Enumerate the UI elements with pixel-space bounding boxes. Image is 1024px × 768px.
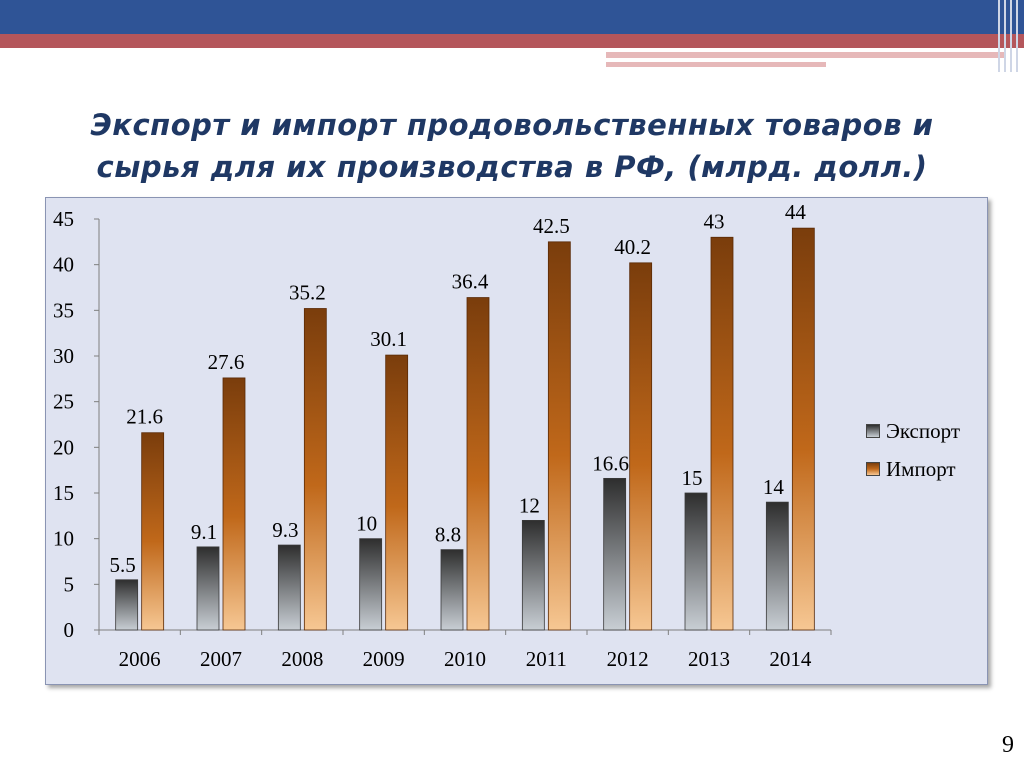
page-number: 9: [1002, 732, 1014, 758]
slide-title: Экспорт и импорт продовольственных товар…: [40, 104, 984, 188]
bar-import: [141, 432, 165, 631]
bar-export: [277, 544, 301, 631]
header-accent-line-short: [606, 62, 826, 67]
data-label-export: 14: [763, 475, 785, 499]
bar-import: [466, 297, 490, 631]
bar-export: [359, 538, 383, 631]
data-label-export: 10: [356, 512, 377, 536]
slide-title-line-1: Экспорт и импорт продовольственных товар…: [90, 108, 934, 142]
bar-import: [303, 308, 327, 631]
chart-container: 0 5 10 15 20 25 30 35 40 45 2006 2007 2008 2009 2010 20…: [45, 197, 988, 685]
bar-export: [684, 492, 708, 631]
y-tick-label: 35: [53, 298, 74, 322]
legend-item-import: Импорт: [866, 450, 960, 488]
y-tick-label: 15: [53, 481, 74, 505]
data-label-export: 9.3: [272, 518, 298, 542]
chart-data-labels: 5.5 21.6 9.1 27.6 9.3 35.2 10 30.1 8.8 36.4 12 42.5…: [110, 200, 807, 577]
bar-export: [440, 549, 464, 631]
x-tick-label: 2007: [200, 647, 242, 671]
header-decor-stripes: [994, 0, 1024, 72]
y-tick-label: 40: [53, 253, 74, 277]
legend-item-export: Экспорт: [866, 412, 960, 450]
chart-legend: Экспорт Импорт: [866, 412, 960, 488]
y-tick-label: 10: [53, 527, 74, 551]
data-label-import: 35.2: [289, 281, 326, 305]
bar-export: [521, 519, 545, 631]
data-label-import: 43: [704, 209, 725, 233]
legend-label-export: Экспорт: [886, 418, 961, 443]
chart-bars: [115, 227, 815, 631]
data-label-export: 9.1: [191, 520, 217, 544]
data-label-export: 5.5: [110, 553, 136, 577]
bar-export: [603, 477, 627, 631]
legend-label-import: Импорт: [886, 456, 956, 481]
data-label-export: 12: [519, 493, 540, 517]
data-label-import: 40.2: [614, 235, 651, 259]
slide-title-line-2: сырья для их производства в РФ, (млрд. д…: [96, 150, 928, 184]
y-tick-label: 20: [53, 435, 74, 459]
bar-import: [629, 262, 653, 631]
x-tick-label: 2008: [281, 647, 323, 671]
x-tick-label: 2011: [526, 647, 567, 671]
bar-import: [547, 241, 571, 631]
y-tick-label: 45: [53, 207, 74, 231]
bar-export: [765, 501, 789, 631]
legend-swatch-export: [866, 424, 880, 438]
data-label-import: 36.4: [452, 270, 489, 294]
x-tick-label: 2014: [769, 647, 812, 671]
x-tick-label: 2012: [607, 647, 649, 671]
bar-chart: 0 5 10 15 20 25 30 35 40 45 2006 2007 2008 2009 2010 20…: [53, 200, 832, 671]
x-tick-label: 2010: [444, 647, 486, 671]
bar-export: [196, 546, 220, 631]
bar-import: [791, 227, 815, 631]
x-tick-label: 2013: [688, 647, 730, 671]
data-label-import: 21.6: [126, 405, 163, 429]
chart-axes: 0 5 10 15 20 25 30 35 40 45 2006 2007 2008 2009 2010 20…: [53, 207, 832, 671]
data-label-import: 27.6: [208, 350, 245, 374]
bar-import: [385, 354, 409, 631]
y-tick-label: 5: [64, 572, 75, 596]
x-tick-label: 2006: [119, 647, 161, 671]
data-label-export: 8.8: [435, 523, 461, 547]
y-tick-label: 30: [53, 344, 74, 368]
bar-import: [710, 236, 734, 631]
data-label-import: 30.1: [370, 327, 407, 351]
legend-swatch-import: [866, 462, 880, 476]
header-blue-band: [0, 0, 1024, 34]
data-label-import: 42.5: [533, 214, 570, 238]
bar-import: [222, 377, 246, 631]
data-label-export: 15: [682, 466, 703, 490]
data-label-import: 44: [785, 200, 807, 224]
y-tick-label: 25: [53, 390, 74, 414]
header-red-band: [0, 34, 1024, 48]
x-tick-label: 2009: [363, 647, 405, 671]
bar-export: [115, 579, 139, 631]
header-accent-line: [606, 52, 1006, 58]
y-tick-label: 0: [64, 618, 75, 642]
data-label-export: 16.6: [592, 451, 629, 475]
